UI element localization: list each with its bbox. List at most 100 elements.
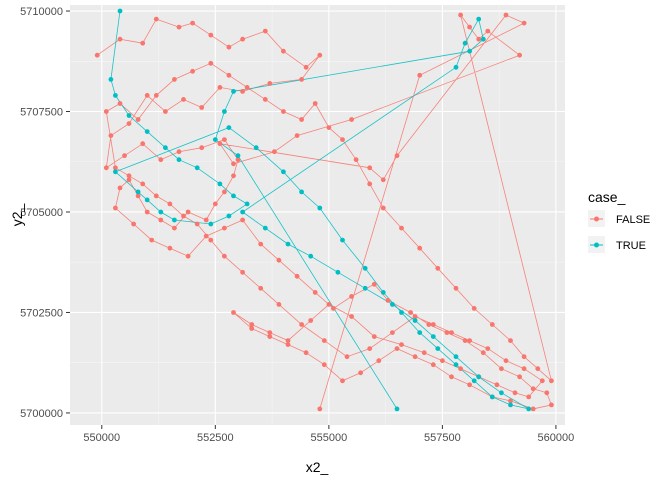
data-point-true — [476, 374, 482, 380]
data-point-true — [226, 125, 232, 130]
data-point-false — [521, 20, 527, 26]
data-point-true — [176, 157, 182, 163]
data-point-false — [140, 40, 146, 46]
data-point-true — [285, 241, 291, 247]
data-point-false — [331, 306, 336, 311]
data-point-true — [208, 221, 214, 227]
track-paths — [96, 10, 553, 410]
data-point-true — [453, 354, 459, 360]
data-point-false — [167, 245, 173, 251]
data-point-false — [131, 221, 137, 227]
data-point-false — [417, 72, 423, 78]
data-point-false — [144, 93, 150, 98]
data-point-false — [267, 330, 273, 335]
data-point-false — [303, 64, 309, 70]
data-point-false — [181, 213, 186, 219]
data-point-true — [362, 285, 368, 291]
data-point-false — [462, 338, 468, 343]
data-point-false — [231, 173, 236, 179]
data-point-false — [494, 382, 500, 388]
data-point-false — [222, 189, 227, 195]
data-point-false — [435, 265, 441, 271]
data-point-false — [349, 117, 354, 122]
data-point-true — [435, 346, 441, 351]
data-point-false — [312, 101, 318, 106]
data-point-true — [226, 213, 232, 219]
data-point-false — [294, 133, 300, 139]
data-point-false — [344, 354, 350, 360]
plot-panel — [70, 5, 565, 425]
data-point-true — [308, 253, 314, 259]
legend-key-false-point — [594, 216, 599, 222]
data-point-true — [526, 406, 532, 412]
data-point-false — [508, 398, 513, 404]
data-point-true — [412, 318, 418, 323]
data-point-true — [390, 302, 395, 307]
data-point-false — [240, 89, 246, 94]
data-point-false — [167, 201, 173, 207]
y-axis-title: y2_ — [9, 204, 25, 227]
data-point-false — [308, 318, 314, 323]
data-point-false — [140, 141, 146, 147]
data-point-false — [212, 201, 218, 207]
data-point-true — [113, 169, 118, 175]
data-point-true — [262, 225, 268, 231]
data-point-false — [430, 322, 436, 327]
data-point-false — [103, 165, 109, 171]
data-point-true — [163, 145, 168, 151]
data-point-false — [226, 72, 232, 78]
data-point-false — [412, 354, 418, 360]
data-point-false — [226, 44, 232, 50]
data-point-false — [176, 24, 182, 30]
data-point-true — [217, 181, 223, 187]
data-point-true — [467, 48, 472, 54]
data-point-false — [163, 109, 168, 114]
data-point-false — [444, 330, 450, 335]
data-point-false — [326, 302, 332, 307]
data-point-false — [394, 346, 400, 351]
data-point-true — [299, 189, 304, 195]
data-point-true — [231, 193, 236, 199]
x-tick-label: 557500 — [424, 432, 461, 444]
data-point-false — [262, 97, 268, 102]
data-point-true — [244, 201, 250, 207]
y-tick-label: 5702500 — [20, 307, 63, 319]
data-point-true — [340, 237, 345, 243]
x-tick-label: 560000 — [538, 432, 575, 444]
data-point-false — [235, 157, 241, 163]
data-point-false — [94, 52, 100, 58]
data-point-false — [539, 378, 545, 384]
data-point-false — [194, 221, 200, 227]
data-point-false — [371, 281, 377, 287]
data-point-false — [530, 386, 536, 392]
data-point-false — [517, 374, 522, 380]
x-axis-ticks: 550000 552500 555000 557500 560000 — [83, 425, 574, 444]
data-point-false — [299, 322, 304, 327]
data-point-false — [135, 117, 141, 122]
data-point-false — [267, 334, 273, 339]
data-point-false — [149, 237, 155, 243]
data-point-false — [467, 382, 472, 388]
data-point-true — [430, 334, 436, 339]
data-point-false — [172, 77, 177, 82]
data-point-true — [144, 197, 150, 203]
data-point-false — [467, 338, 472, 343]
data-point-true — [380, 290, 386, 295]
data-point-false — [349, 314, 354, 319]
data-point-false — [117, 101, 123, 106]
legend-key-true-point — [594, 242, 599, 248]
data-point-false — [399, 342, 404, 347]
data-point-false — [499, 366, 504, 372]
data-point-false — [503, 12, 509, 18]
data-point-false — [394, 153, 400, 159]
data-point-false — [126, 177, 132, 183]
data-point-false — [217, 85, 223, 90]
series-path-true — [110, 10, 529, 410]
data-point-true — [172, 217, 177, 223]
data-point-true — [399, 310, 404, 315]
data-point-false — [408, 310, 413, 315]
y-tick-label: 5705000 — [20, 207, 63, 219]
data-point-false — [340, 137, 345, 143]
data-point-false — [208, 237, 214, 243]
